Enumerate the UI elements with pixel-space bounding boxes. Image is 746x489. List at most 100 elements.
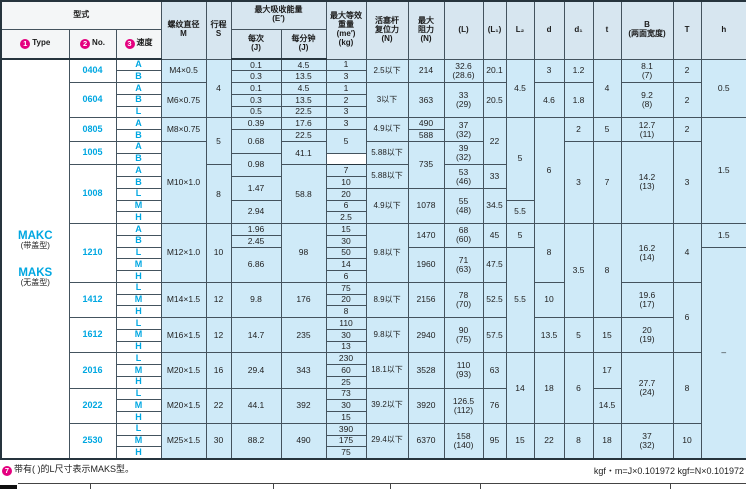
model-no-cell: 0404 <box>68 58 117 83</box>
dim-L2-cell: 5.5 <box>505 246 535 354</box>
dim-L-cell: 33 (29) <box>443 81 484 119</box>
equivalent-mass-cell: 15 <box>325 223 367 236</box>
dim-d-cell: 10 <box>533 281 565 319</box>
model-no-cell: 2022 <box>68 387 117 424</box>
max-drag-cell: 1470 <box>407 223 445 248</box>
dim-L2-cell: 14 <box>505 352 535 424</box>
speed-cell: H <box>115 270 162 283</box>
energy-per-cycle-cell: 44.1 <box>230 387 282 424</box>
energy-per-minute-cell: 4.5 <box>280 82 327 95</box>
dim-L2-cell: 4.5 <box>505 58 535 119</box>
dim-L2-cell: 5 <box>505 117 535 201</box>
speed-cell: B <box>115 176 162 189</box>
max-drag-cell: 3528 <box>407 352 445 389</box>
dim-B-cell: 14.2 (13) <box>620 140 674 225</box>
energy-per-minute-cell: 41.1 <box>280 140 327 166</box>
model-no-cell: 1008 <box>68 164 117 224</box>
dim-L1-cell: 52.5 <box>482 281 507 319</box>
dim-h-cell: 1.5 <box>700 117 746 224</box>
speed-cell: B <box>115 152 162 166</box>
dim-d1-cell: 5 <box>563 316 594 354</box>
dim-t-cell: 8 <box>592 223 622 318</box>
equivalent-mass-cell: 20 <box>325 293 367 307</box>
series-label: MAKS (无盖型) <box>18 267 52 287</box>
thread-diameter-m-cell: M14×1.5 <box>160 281 207 319</box>
equivalent-mass-cell: 20 <box>325 187 367 201</box>
energy-per-cycle-cell: 2.94 <box>230 199 282 224</box>
max-drag-cell: 2156 <box>407 281 445 319</box>
max-drag-cell: 1078 <box>407 187 445 225</box>
dim-t-cell: 14.5 <box>592 387 622 424</box>
speed-cell: A <box>115 164 162 177</box>
stroke-s-cell: 4 <box>205 58 232 119</box>
energy-per-cycle-cell: 0.98 <box>230 152 282 177</box>
energy-per-minute-cell: 392 <box>280 387 327 424</box>
equivalent-mass-cell: 73 <box>325 387 367 401</box>
energy-per-minute-cell: 343 <box>280 352 327 389</box>
dim-d-cell: 4.6 <box>533 81 565 119</box>
rod-return-force-cell: 4.9以下 <box>365 187 409 225</box>
energy-per-cycle-cell: 9.8 <box>230 281 282 319</box>
energy-per-cycle-cell: 0.68 <box>230 129 282 154</box>
dim-d-cell: 3 <box>533 58 565 83</box>
speed-cell: A <box>115 117 162 130</box>
dim-B-cell: 12.7 (11) <box>620 117 674 142</box>
spec-table: 型式 螺纹直径 M 行程 S 最大吸收能量 (E′) 最大等效 重量 (me′) (kg) 活塞杆 复位… <box>0 0 746 460</box>
dim-t-cell: 7 <box>592 140 622 225</box>
col-header-B: B (两面宽度) <box>620 0 674 60</box>
equivalent-mass-cell: 75 <box>325 281 367 295</box>
equivalent-mass-cell: 10 <box>325 176 367 189</box>
dim-d-cell: 18 <box>533 352 565 424</box>
series-subtitle: (无盖型) <box>20 277 50 287</box>
speed-cell: A <box>115 82 162 95</box>
equivalent-mass-cell: 3 <box>325 105 367 119</box>
dim-L-cell: 39 (32) <box>443 140 484 166</box>
dim-L1-cell: 22 <box>482 117 507 166</box>
dim-B-cell: 9.2 (8) <box>620 81 674 119</box>
energy-per-cycle-cell: 88.2 <box>230 422 282 460</box>
dim-L-cell: 37 (32) <box>443 117 484 142</box>
speed-cell: H <box>115 446 162 459</box>
dim-h-cell: – <box>700 246 746 459</box>
dim-B-cell: 20 (19) <box>620 316 674 354</box>
speed-cell: M <box>115 258 162 271</box>
spec-table-header: 型式 螺纹直径 M 行程 S 最大吸收能量 (E′) 最大等效 重量 (me′) (kg) 活塞杆 复位… <box>0 0 746 60</box>
dim-h-cell: 0.5 <box>700 58 746 119</box>
stroke-s-cell: 30 <box>205 422 232 460</box>
col-header-xingshi: 型式 <box>0 0 162 30</box>
speed-cell: H <box>115 375 162 389</box>
dim-L-cell: 53 (46) <box>443 164 484 189</box>
next-table-tick <box>670 484 671 489</box>
speed-cell: A <box>115 223 162 236</box>
model-no-cell: 2530 <box>68 422 117 460</box>
energy-per-minute-cell: 4.5 <box>280 58 327 72</box>
col-header-energy: 最大吸收能量 (E′) <box>230 0 327 30</box>
speed-cell: M <box>115 399 162 412</box>
next-table-tick <box>273 484 274 489</box>
footnote-left-text: 带有( )的L尺寸表示MAKS型。 <box>14 464 135 474</box>
equivalent-mass-cell: 25 <box>325 375 367 389</box>
dim-L1-cell: 76 <box>482 387 507 424</box>
rod-return-force-cell: 3以下 <box>365 81 409 119</box>
equivalent-mass-cell: 30 <box>325 328 367 342</box>
model-no-cell: 0805 <box>68 117 117 142</box>
col-header-t: t <box>592 0 622 60</box>
speed-cell: M <box>115 328 162 342</box>
dim-L-cell: 68 (60) <box>443 223 484 248</box>
energy-per-cycle-cell: 0.1 <box>230 82 282 95</box>
thread-diameter-m-cell: M20×1.5 <box>160 387 207 424</box>
dim-L-cell: 110 (93) <box>443 352 484 389</box>
dim-B-cell: 19.6 (17) <box>620 281 674 319</box>
stroke-s-cell: 5 <box>205 117 232 166</box>
equivalent-mass-cell: 8 <box>325 305 367 318</box>
energy-per-minute-cell: 22.5 <box>280 105 327 119</box>
equivalent-mass-cell: 60 <box>325 364 367 377</box>
dim-h-cell: 1.5 <box>700 223 746 248</box>
stroke-s-cell: 12 <box>205 316 232 354</box>
dim-t-cell: 18 <box>592 422 622 460</box>
col-header-T: T <box>672 0 702 60</box>
col-header-d: d <box>533 0 565 60</box>
equivalent-mass-cell: 13 <box>325 340 367 354</box>
stroke-s-cell: 10 <box>205 223 232 283</box>
